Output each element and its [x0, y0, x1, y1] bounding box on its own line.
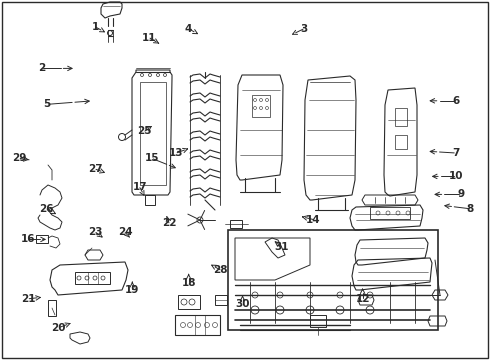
Text: 13: 13	[169, 148, 184, 158]
Text: 1: 1	[92, 22, 99, 32]
Bar	[175, 315, 220, 335]
Text: 6: 6	[452, 96, 459, 106]
Text: 12: 12	[355, 294, 370, 304]
Text: 31: 31	[274, 242, 289, 252]
Text: 25: 25	[137, 126, 152, 136]
Text: 11: 11	[142, 33, 157, 43]
Text: 2: 2	[38, 63, 45, 73]
Text: 10: 10	[448, 171, 463, 181]
Bar	[178, 295, 200, 309]
Text: 29: 29	[12, 153, 27, 163]
Text: 14: 14	[306, 215, 321, 225]
Bar	[395, 108, 407, 126]
Bar	[395, 135, 407, 149]
Text: 17: 17	[132, 182, 147, 192]
Text: 30: 30	[235, 299, 250, 309]
Text: 9: 9	[457, 189, 464, 199]
Text: 21: 21	[21, 294, 36, 304]
Bar	[228, 230, 438, 330]
Text: 23: 23	[88, 227, 103, 237]
Bar	[75, 272, 110, 284]
Text: 15: 15	[145, 153, 159, 163]
Text: 4: 4	[185, 24, 193, 34]
Text: 24: 24	[118, 227, 132, 237]
Bar	[36, 235, 48, 243]
Text: 7: 7	[452, 148, 460, 158]
Text: 18: 18	[181, 278, 196, 288]
Text: 22: 22	[162, 218, 176, 228]
Bar	[48, 300, 56, 316]
Text: 27: 27	[88, 164, 103, 174]
Bar	[252, 95, 270, 117]
Text: 5: 5	[43, 99, 50, 109]
Text: 8: 8	[467, 204, 474, 214]
Text: 28: 28	[213, 265, 228, 275]
Text: 16: 16	[21, 234, 36, 244]
Text: 20: 20	[51, 323, 66, 333]
Text: 26: 26	[39, 204, 54, 214]
Bar	[370, 207, 410, 219]
Text: 19: 19	[125, 285, 140, 295]
Text: 3: 3	[300, 24, 307, 34]
Bar	[215, 295, 227, 305]
Bar	[310, 315, 326, 327]
